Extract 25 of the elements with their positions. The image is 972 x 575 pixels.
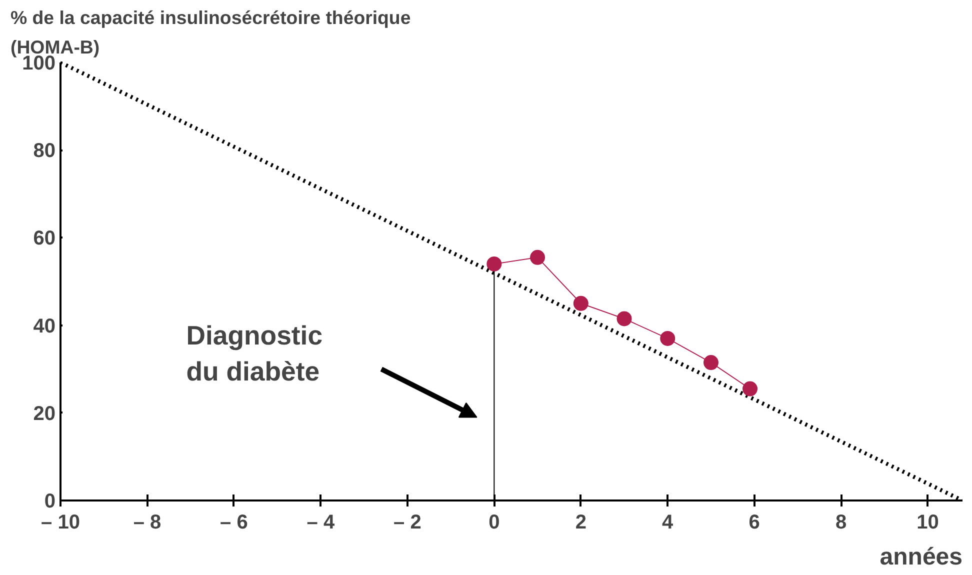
- x-tick-label: – 8: [133, 512, 162, 534]
- point: [486, 256, 502, 272]
- y-tick-label: 80: [33, 140, 56, 162]
- point: [616, 311, 632, 326]
- point: [660, 330, 676, 346]
- x-tick-label: – 10: [41, 512, 80, 534]
- y-tick-label: 40: [33, 315, 56, 338]
- x-tick-label: – 4: [306, 512, 336, 534]
- x-tick-label: 10: [916, 512, 939, 534]
- y-tick-label: 60: [33, 228, 56, 250]
- point: [530, 250, 546, 265]
- x-axis-title: années: [880, 544, 963, 570]
- point: [573, 296, 588, 311]
- x-tick-label: 6: [748, 512, 760, 534]
- y-tick-label: 20: [33, 402, 56, 425]
- point: [742, 381, 758, 396]
- x-tick-label: 4: [662, 512, 674, 534]
- point: [703, 355, 718, 370]
- x-tick-label: 2: [575, 512, 586, 534]
- x-tick-label: 0: [488, 512, 500, 534]
- x-tick-label: – 2: [394, 512, 422, 534]
- y-tick-label: 0: [44, 490, 56, 512]
- x-tick-label: 8: [836, 512, 847, 534]
- x-tick-label: – 6: [220, 512, 248, 534]
- annotation: Diagnostic du diabète: [186, 320, 323, 387]
